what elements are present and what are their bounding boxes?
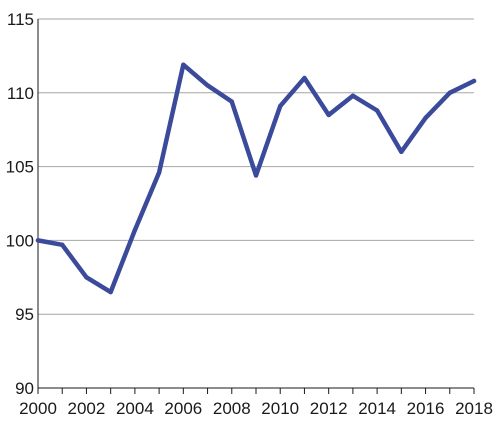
data-point-2009 xyxy=(253,173,259,178)
x-tick-label-2004: 2004 xyxy=(116,399,154,418)
y-tick-label-90: 90 xyxy=(15,379,34,398)
data-point-2016 xyxy=(423,115,428,121)
x-tick-label-2016: 2016 xyxy=(407,399,445,418)
x-tick-label-2010: 2010 xyxy=(261,399,299,418)
data-point-2003 xyxy=(108,289,113,295)
x-tick-label-2000: 2000 xyxy=(19,399,57,418)
data-point-2011 xyxy=(302,75,307,81)
data-point-2006 xyxy=(181,62,186,67)
data-point-2012 xyxy=(326,112,331,118)
y-tick-label-95: 95 xyxy=(15,305,34,324)
data-point-2015 xyxy=(399,149,404,155)
y-tick-label-115: 115 xyxy=(7,10,34,29)
data-point-2000 xyxy=(35,238,41,243)
data-point-2004 xyxy=(132,227,138,233)
data-point-2001 xyxy=(60,242,65,248)
x-tick-label-2012: 2012 xyxy=(310,399,348,418)
data-point-2010 xyxy=(278,103,283,109)
data-point-2007 xyxy=(205,83,210,88)
data-point-2017 xyxy=(447,90,452,96)
x-tick-label-2002: 2002 xyxy=(68,399,106,418)
x-tick-label-2008: 2008 xyxy=(213,399,251,418)
axes xyxy=(37,19,475,394)
data-point-2018 xyxy=(471,78,477,84)
data-point-2005 xyxy=(156,170,162,175)
y-tick-label-105: 105 xyxy=(6,158,34,177)
gridlines xyxy=(38,18,474,315)
x-tick-label-2006: 2006 xyxy=(164,399,202,418)
data-point-2008 xyxy=(229,99,234,104)
series-layer xyxy=(35,62,477,295)
x-tick-label-2018: 2018 xyxy=(455,399,493,418)
tick-labels: 90 95 100 105 110 115 2000 2002 2004 2006 2008 2010… xyxy=(6,10,493,418)
data-point-2013 xyxy=(350,93,356,98)
y-tick-label-110: 110 xyxy=(7,84,34,103)
data-point-2014 xyxy=(374,108,380,113)
y-tick-label-100: 100 xyxy=(6,231,34,250)
data-point-2002 xyxy=(84,275,89,280)
series-line-0 xyxy=(35,62,477,295)
x-tick-label-2014: 2014 xyxy=(358,399,396,418)
